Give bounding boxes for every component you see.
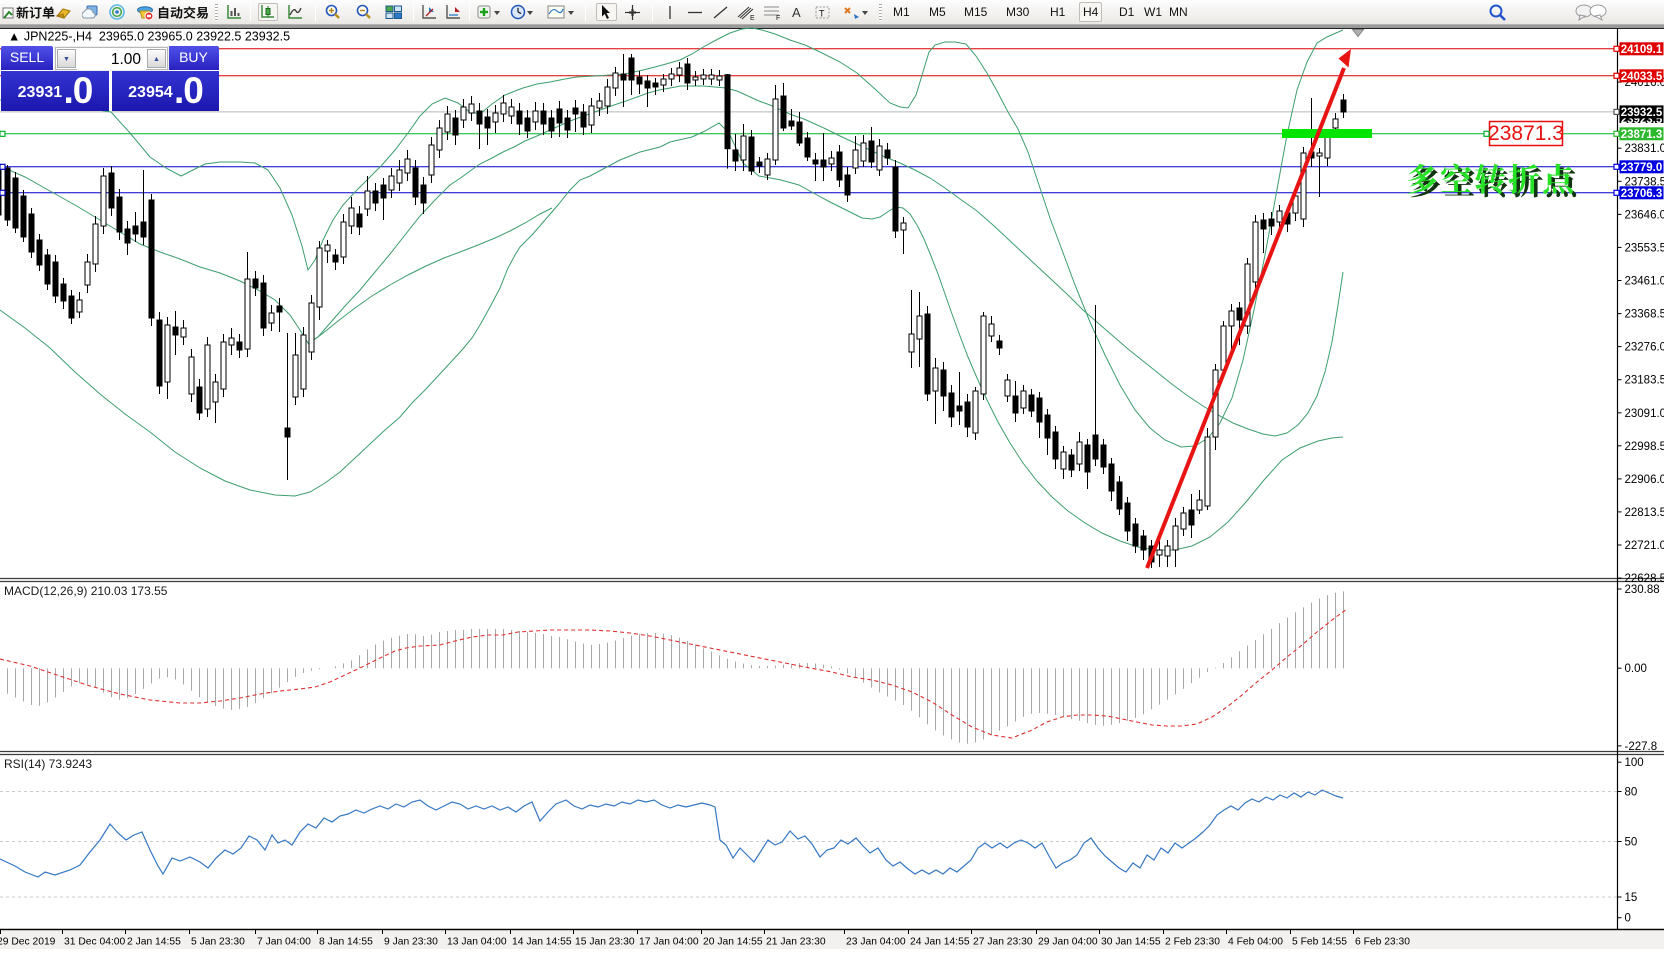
svg-text:15 Jan 23:30: 15 Jan 23:30 xyxy=(575,937,635,948)
svg-text:9 Jan 23:30: 9 Jan 23:30 xyxy=(384,937,438,948)
svg-text:17 Jan 04:00: 17 Jan 04:00 xyxy=(639,937,699,948)
svg-text:23871.3: 23871.3 xyxy=(1488,122,1564,145)
svg-text:30 Jan 14:55: 30 Jan 14:55 xyxy=(1101,937,1161,948)
svg-text:20 Jan 14:55: 20 Jan 14:55 xyxy=(703,937,763,948)
svg-text:E: E xyxy=(750,15,755,21)
svg-text:0: 0 xyxy=(1625,913,1631,925)
svg-text:100: 100 xyxy=(1625,757,1644,769)
svg-text:MACD(12,26,9) 210.03 173.55: MACD(12,26,9) 210.03 173.55 xyxy=(4,584,168,598)
svg-text:22906.0: 22906.0 xyxy=(1625,474,1664,486)
svg-text:13 Jan 04:00: 13 Jan 04:00 xyxy=(447,937,507,948)
svg-text:24109.1: 24109.1 xyxy=(1621,44,1663,56)
svg-text:RSI(14) 73.9243: RSI(14) 73.9243 xyxy=(4,757,92,771)
svg-text:-227.8: -227.8 xyxy=(1625,741,1658,753)
svg-text:31 Dec 04:00: 31 Dec 04:00 xyxy=(64,937,126,948)
svg-text:23871.3: 23871.3 xyxy=(1621,129,1663,141)
svg-text:23932.5: 23932.5 xyxy=(1621,107,1663,119)
svg-text:F: F xyxy=(776,15,780,21)
svg-text:7 Jan 04:00: 7 Jan 04:00 xyxy=(257,937,311,948)
svg-text:0.00: 0.00 xyxy=(1625,663,1647,675)
svg-text:23091.0: 23091.0 xyxy=(1625,408,1664,420)
svg-text:80: 80 xyxy=(1625,787,1638,799)
svg-text:21 Jan 23:30: 21 Jan 23:30 xyxy=(766,937,826,948)
svg-text:6 Feb 23:30: 6 Feb 23:30 xyxy=(1355,937,1410,948)
svg-text:23706.3: 23706.3 xyxy=(1621,188,1663,200)
svg-text:50: 50 xyxy=(1625,837,1638,849)
svg-text:23553.5: 23553.5 xyxy=(1625,242,1664,254)
svg-text:23368.5: 23368.5 xyxy=(1625,309,1664,321)
svg-text:23 Jan 04:00: 23 Jan 04:00 xyxy=(846,937,906,948)
svg-text:23779.0: 23779.0 xyxy=(1621,162,1663,174)
svg-text:▲ JPN225-,H4 23965.0 23965.0: ▲ JPN225-,H4 23965.0 23965.0 23922.5 239… xyxy=(8,30,290,44)
svg-text:2 Feb 23:30: 2 Feb 23:30 xyxy=(1165,937,1220,948)
svg-text:29 Dec 2019: 29 Dec 2019 xyxy=(0,937,56,948)
svg-text:24033.5: 24033.5 xyxy=(1621,71,1663,83)
svg-text:22813.5: 22813.5 xyxy=(1625,507,1664,519)
svg-text:15: 15 xyxy=(1625,892,1638,904)
svg-text:8 Jan 14:55: 8 Jan 14:55 xyxy=(319,937,373,948)
svg-text:27 Jan 23:30: 27 Jan 23:30 xyxy=(973,937,1033,948)
svg-text:5 Jan 23:30: 5 Jan 23:30 xyxy=(191,937,245,948)
svg-text:24 Jan 14:55: 24 Jan 14:55 xyxy=(910,937,970,948)
svg-text:23183.5: 23183.5 xyxy=(1625,375,1664,387)
svg-text:23831.0: 23831.0 xyxy=(1625,143,1664,155)
svg-text:230.88: 230.88 xyxy=(1625,584,1660,596)
svg-text:2 Jan 14:55: 2 Jan 14:55 xyxy=(127,937,181,948)
svg-text:29 Jan 04:00: 29 Jan 04:00 xyxy=(1038,937,1098,948)
svg-text:22998.5: 22998.5 xyxy=(1625,441,1664,453)
svg-text:23646.0: 23646.0 xyxy=(1625,209,1664,221)
svg-text:14 Jan 14:55: 14 Jan 14:55 xyxy=(512,937,572,948)
svg-text:4 Feb 04:00: 4 Feb 04:00 xyxy=(1228,937,1283,948)
svg-text:5 Feb 14:55: 5 Feb 14:55 xyxy=(1292,937,1347,948)
svg-text:22721.0: 22721.0 xyxy=(1625,540,1664,552)
svg-text:T: T xyxy=(819,8,825,18)
svg-text:23461.0: 23461.0 xyxy=(1625,276,1664,288)
svg-text:23276.0: 23276.0 xyxy=(1625,342,1664,354)
